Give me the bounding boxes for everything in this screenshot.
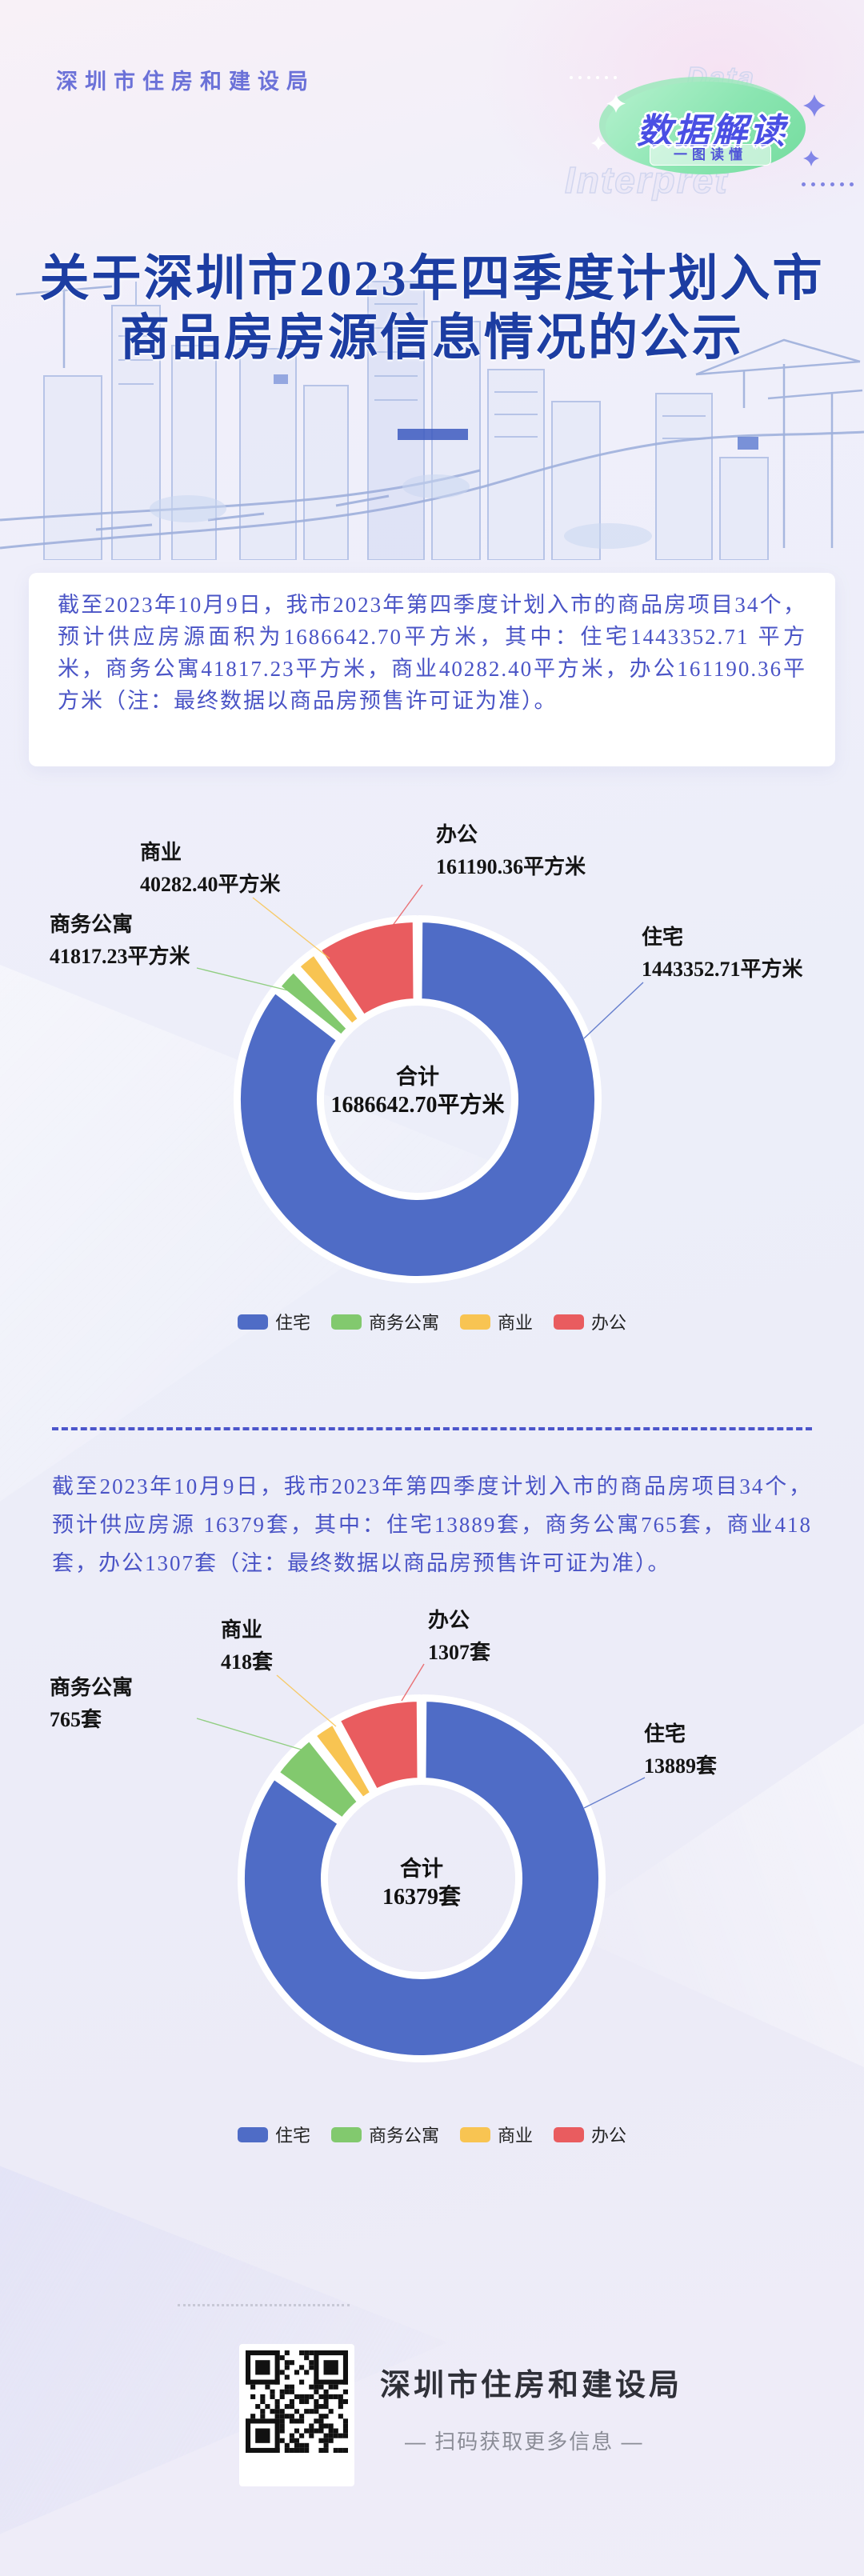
chart1-label-office-name: 办公 [436,823,478,846]
qr-code-container [239,2344,354,2486]
chart1-label-commerce-value: 40282.40平方米 [140,873,281,896]
page-title-line2: 商品房房源信息情况的公示 [119,311,744,366]
legend-swatch-commerce [460,2126,490,2142]
footer-scan-hint: — 扫码获取更多信息 — [405,2430,644,2454]
legend-swatch-apartment [330,1314,362,1330]
page-title-line1: 关于深圳市2023年四季度计划入市 [39,252,825,306]
donut1-slice-housing [233,915,602,1283]
legend-item-commerce: 商业 [460,2122,533,2147]
footer-org-name: 深圳市住房和建设局 [380,2369,683,2402]
legend-swatch-commerce [460,1314,490,1330]
section-divider [52,1427,812,1430]
legend-swatch-office [554,1314,585,1330]
legend-swatch-office [554,2126,585,2142]
sparkles-icon [591,94,826,166]
legend-label-commerce: 商业 [498,2126,534,2146]
chart1-label-commerce-name: 商业 [140,841,182,864]
legend-item-office: 办公 [554,1309,626,1334]
dots-purple [802,182,854,186]
donut1-leader-housing [583,982,644,1039]
dots-white [570,76,617,79]
legend-label-housing: 住宅 [274,1313,310,1333]
donut2-leader-apartment [196,1718,305,1751]
chart2-label-commerce: 商业 418套 [221,1614,273,1678]
chart2-label-office-value: 1307套 [428,1641,491,1664]
chart2-label-housing-name: 住宅 [644,1722,686,1746]
chart2-label-commerce-value: 418套 [221,1650,274,1674]
chart2-center-label: 合计 [400,1857,443,1881]
chart1-label-housing-value: 1443352.71平方米 [642,958,803,981]
chart1-center-value: 1686642.70平方米 [330,1093,505,1118]
chart2-label-housing-value: 13889套 [644,1754,718,1778]
summary-card-area: 截至2023年10月9日，我市2023年第四季度计划入市的商品房项目34个，预计… [29,573,835,766]
donut2-slice-housing [237,1694,606,2062]
donut1-slice-office [313,915,421,1022]
donut1-leader-apartment [196,967,295,993]
summary-paragraph-area: 截至2023年10月9日，我市2023年第四季度计划入市的商品房项目34个，预计… [58,593,806,713]
legend-label-office: 办公 [591,1313,627,1333]
legend-swatch-housing [237,1314,268,1330]
chart2-label-apartment-value: 765套 [50,1708,102,1731]
legend-item-office: 办公 [554,2122,626,2147]
legend-label-commerce: 商业 [498,1313,534,1333]
page-title: 关于深圳市2023年四季度计划入市 商品房房源信息情况的公示 [0,250,864,368]
chart1-center-total: 合计 1686642.70平方米 [274,1062,562,1120]
chart1-label-commerce: 商业 40282.40平方米 [140,837,281,901]
legend-label-housing: 住宅 [274,2126,310,2146]
donut2-slice-office [332,1694,425,1797]
chart2-label-office: 办公 1307套 [428,1605,490,1669]
chart1-center-label: 合计 [396,1065,439,1089]
legend-swatch-housing [237,2126,268,2142]
donut2-leader-commerce [276,1674,337,1727]
summary-paragraph-units: 截至2023年10月9日，我市2023年第四季度计划入市的商品房项目34个，预计… [52,1474,812,1575]
legend-item-apartment: 商务公寓 [330,2122,439,2147]
footer-divider [178,2304,350,2306]
chart2-legend: 住宅 商务公寓 商业 办公 [0,2122,864,2147]
chart1-label-office-value: 161190.36平方米 [436,855,586,878]
chart1-label-housing-name: 住宅 [642,926,684,949]
legend-label-apartment: 商务公寓 [368,1313,439,1333]
chart2-label-office-name: 办公 [428,1609,470,1632]
chart2-center-value: 16379套 [382,1885,461,1910]
legend-item-housing: 住宅 [237,2122,310,2147]
chart1-label-apartment-name: 商务公寓 [50,913,134,936]
chart2-center-total: 合计 16379套 [278,1854,566,1912]
chart1-label-apartment: 商务公寓 41817.23平方米 [50,909,190,973]
legend-swatch-apartment [330,2126,362,2142]
donut1-leader-commerce [252,897,330,959]
chart1-label-office: 办公 161190.36平方米 [436,819,586,883]
legend-item-housing: 住宅 [237,1309,310,1334]
legend-item-apartment: 商务公寓 [330,1309,439,1334]
legend-label-apartment: 商务公寓 [368,2126,439,2146]
chart2-label-apartment: 商务公寓 765套 [50,1672,133,1736]
chart1-legend: 住宅 商务公寓 商业 办公 [0,1309,864,1334]
chart2-label-apartment-name: 商务公寓 [50,1676,134,1699]
donut1-leader-office [391,884,423,927]
cityscape-illustration [0,281,864,560]
chart1-label-housing: 住宅 1443352.71平方米 [642,922,803,986]
chart1-label-apartment-value: 41817.23平方米 [50,945,190,968]
legend-item-commerce: 商业 [460,1309,533,1334]
chart2-label-commerce-name: 商业 [221,1618,263,1642]
qr-code [246,2350,348,2453]
bureau-name: 深圳市住房和建设局 [56,70,315,94]
legend-label-office: 办公 [591,2126,627,2146]
donut2-leader-housing [583,1777,646,1809]
donut2-leader-office [401,1663,425,1702]
chart2-label-housing: 住宅 13889套 [644,1718,717,1782]
badge-subtitle: 一图读懂 [650,144,771,166]
